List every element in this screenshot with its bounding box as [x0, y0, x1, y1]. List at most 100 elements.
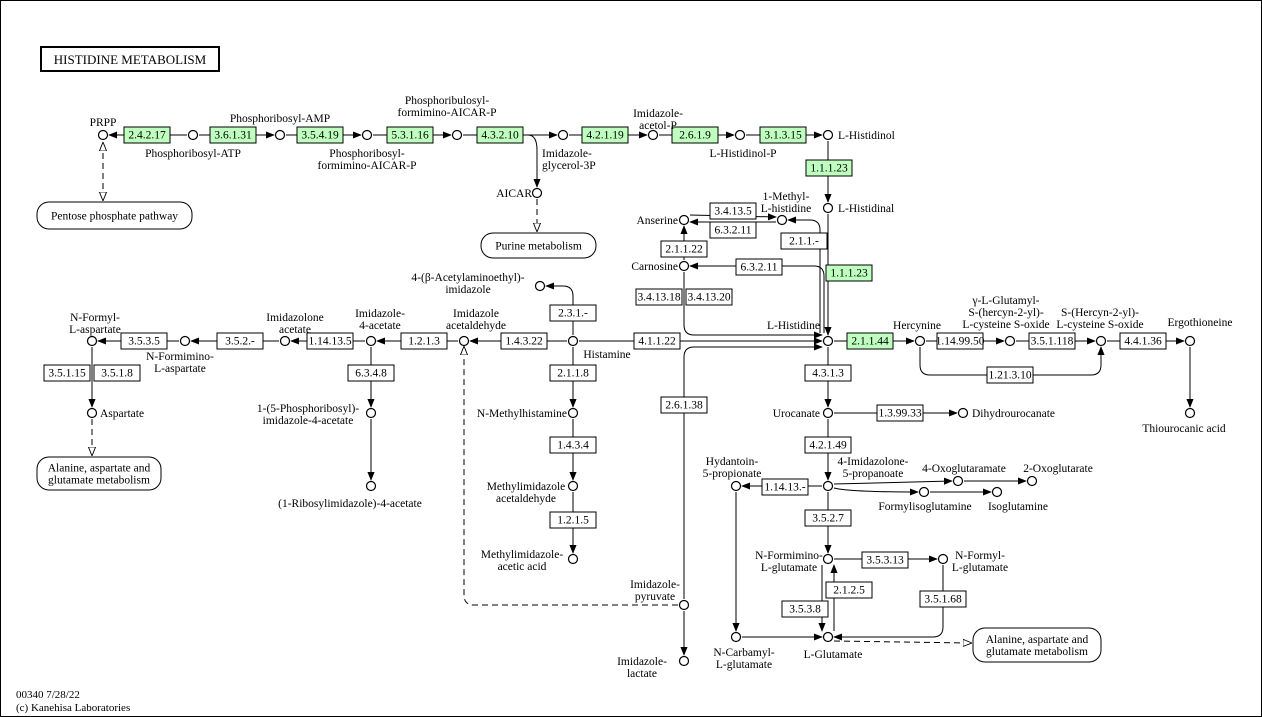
compound-1-5-phosphoribosyl-imidazole-4-acetate[interactable]: 1-(5-Phosphoribosyl)-imidazole-4-acetate [257, 403, 377, 427]
enzyme-4.1.1.22[interactable]: 4.1.1.22 [633, 332, 681, 350]
compound-n-formimino-l-aspartate[interactable]: N-Formimino-L-aspartate [146, 335, 214, 376]
compound-imidazole-pyruvate[interactable]: Imidazole-pyruvate [630, 579, 690, 611]
compound-phosphoribosyl-atp[interactable]: Phosphoribosyl-ATP [145, 129, 241, 161]
compound-node[interactable] [557, 129, 569, 141]
compound-node[interactable] [822, 631, 834, 643]
compound-node[interactable] [1026, 475, 1038, 487]
compound-node[interactable] [822, 335, 834, 347]
compound-node[interactable] [647, 129, 659, 141]
enzyme-1.2.1.3[interactable]: 1.2.1.3 [400, 332, 448, 350]
compound-1-methyl-l-histidine[interactable]: 1-Methyl-L-histidine [761, 191, 811, 226]
compound-node[interactable] [86, 407, 98, 419]
compound-node[interactable] [776, 214, 788, 226]
compound-aicar[interactable]: AICAR [496, 187, 543, 200]
compound-anserine[interactable]: Anserine [636, 214, 690, 227]
compound-node[interactable] [1095, 335, 1107, 347]
enzyme-3.5.2.7[interactable]: 3.5.2.7 [804, 509, 852, 527]
compound-node[interactable] [458, 335, 470, 347]
compound-l-glutamate[interactable]: L-Glutamate [804, 631, 863, 662]
compound-urocanate[interactable]: Urocanate [773, 407, 834, 420]
compound-node[interactable] [678, 655, 690, 667]
compound-node[interactable] [991, 486, 1003, 498]
compound-imidazoleacetaldehyde[interactable]: Imidazole acetaldehyde [446, 308, 506, 347]
compound-imidazole-lactate[interactable]: Imidazole-lactate [617, 655, 690, 680]
enzyme-1.3.99.33[interactable]: 1.3.99.33 [876, 404, 924, 422]
map-link-purine-metabolism[interactable]: Purine metabolism [480, 232, 597, 259]
compound-node[interactable] [822, 202, 834, 214]
compound-phosphoribulosyl-formimino-aicar-p[interactable]: Phosphoribulosyl-formimino-AICAR-P [397, 95, 497, 141]
compound-phosphoribosyl-amp[interactable]: Phosphoribosyl-AMP [230, 113, 330, 141]
compound-formylisoglutamine[interactable]: Formylisoglutamine [878, 486, 972, 514]
enzyme-1.14.13.5[interactable]: 1.14.13.5 [306, 332, 354, 350]
enzyme-2.3.1.-[interactable]: 2.3.1.- [549, 304, 597, 322]
compound-node[interactable] [918, 486, 930, 498]
compound-node[interactable] [914, 335, 926, 347]
compound-node[interactable] [567, 553, 579, 565]
enzyme-2.6.1.38[interactable]: 2.6.1.38 [660, 396, 708, 414]
enzyme-2.1.1.-[interactable]: 2.1.1.- [780, 232, 828, 250]
enzyme-1.4.3.4[interactable]: 1.4.3.4 [549, 436, 597, 454]
compound-node[interactable] [957, 407, 969, 419]
enzyme-1.21.3.10[interactable]: 1.21.3.10 [986, 366, 1034, 384]
enzyme-3.5.1.118[interactable]: 3.5.1.118 [1028, 332, 1076, 350]
compound-histamine[interactable]: Histamine [567, 335, 631, 362]
enzyme-4.4.1.36[interactable]: 4.4.1.36 [1119, 332, 1167, 350]
compound-node[interactable] [534, 280, 546, 292]
compound-carnosine[interactable]: Carnosine [631, 260, 690, 273]
compound-node[interactable] [567, 407, 579, 419]
compound--l-glutamyl-s-hercyn-2-yl-l-cysteine-s-oxide[interactable]: γ-L-Glutamyl-S-(hercyn-2-yl)-L-cysteine … [962, 295, 1050, 347]
enzyme-2.1.2.5[interactable]: 2.1.2.5 [825, 581, 873, 599]
enzyme-4.2.1.19[interactable]: 4.2.1.19 [581, 126, 629, 144]
compound-node[interactable] [1184, 407, 1196, 419]
compound-node[interactable] [274, 129, 286, 141]
compound-node[interactable] [365, 407, 377, 419]
compound-imidazole-4-acetate[interactable]: Imidazole-4-acetate [355, 308, 405, 347]
enzyme-4.2.1.49[interactable]: 4.2.1.49 [804, 436, 852, 454]
compound-node[interactable] [822, 129, 834, 141]
compound-node[interactable] [279, 335, 291, 347]
compound-node[interactable] [937, 553, 949, 565]
enzyme-6.3.2.11[interactable]: 6.3.2.11 [735, 258, 783, 276]
compound-node[interactable] [451, 129, 463, 141]
compound-methylimidazoleacetaldehyde[interactable]: Methylimidazole acetaldehyde [487, 480, 579, 505]
compound-4-acetylaminoethyl-imidazole[interactable]: 4-(β-Acetylaminoethyl)-imidazole [411, 272, 546, 296]
compound-node[interactable] [1004, 335, 1016, 347]
enzyme-1.2.1.5[interactable]: 1.2.1.5 [549, 511, 597, 529]
compound-node[interactable] [730, 480, 742, 492]
enzyme-1.14.99.50[interactable]: 1.14.99.50 [936, 332, 985, 350]
enzyme-3.5.3.8[interactable]: 3.5.3.8 [781, 600, 829, 618]
compound-node[interactable] [531, 187, 543, 199]
enzyme-2.1.1.44[interactable]: 2.1.1.44 [846, 332, 894, 350]
compound--1-ribosylimidazole-4-acetate[interactable]: (1-Ribosylimidazole)-4-acetate [278, 480, 422, 511]
compound-l-histidinal[interactable]: L-Histidinal [822, 202, 895, 215]
enzyme-1.4.3.22[interactable]: 1.4.3.22 [500, 332, 548, 350]
compound-methylimidazole-acetic-acid[interactable]: Methylimidazole-acetic acid [481, 549, 579, 573]
compound-node[interactable] [678, 260, 690, 272]
map-link-pentose-phosphate-pathway[interactable]: Pentose phosphate pathway [36, 201, 193, 230]
enzyme-5.3.1.16[interactable]: 5.3.1.16 [386, 126, 434, 144]
compound-node[interactable] [361, 129, 373, 141]
enzyme-3.1.3.15[interactable]: 3.1.3.15 [759, 126, 807, 144]
compound-imidazole-acetol-p[interactable]: Imidazole-acetol-P [633, 108, 683, 141]
enzyme-3.5.3.13[interactable]: 3.5.3.13 [861, 551, 909, 569]
enzyme-1.1.1.23[interactable]: 1.1.1.23 [825, 264, 873, 282]
compound-2-oxoglutarate[interactable]: 2-Oxoglutarate [1023, 463, 1093, 487]
compound-node[interactable] [678, 599, 690, 611]
enzyme-2.4.2.17[interactable]: 2.4.2.17 [123, 126, 171, 144]
compound-aspartate[interactable]: Aspartate [86, 407, 145, 420]
enzyme-1.14.13.-[interactable]: 1.14.13.- [761, 478, 809, 496]
enzyme-3.5.1.68[interactable]: 3.5.1.68 [919, 590, 967, 608]
enzyme-3.5.3.5[interactable]: 3.5.3.5 [120, 332, 168, 350]
compound-node[interactable] [678, 214, 690, 226]
compound-node[interactable] [365, 480, 377, 492]
compound-thiourocanic-acid[interactable]: Thiourocanic acid [1142, 407, 1226, 436]
compound-node[interactable] [567, 480, 579, 492]
compound-n-methylhistamine[interactable]: N-Methylhistamine [477, 407, 579, 420]
enzyme-3.4.13.18[interactable]: 3.4.13.18 [635, 288, 683, 306]
compound-n-formyl-l-glutamate[interactable]: N-Formyl-L-glutamate [937, 550, 1009, 574]
enzyme-3.4.13.20[interactable]: 3.4.13.20 [685, 288, 733, 306]
compound-node[interactable] [952, 475, 964, 487]
enzyme-1.1.1.23[interactable]: 1.1.1.23 [805, 159, 853, 177]
